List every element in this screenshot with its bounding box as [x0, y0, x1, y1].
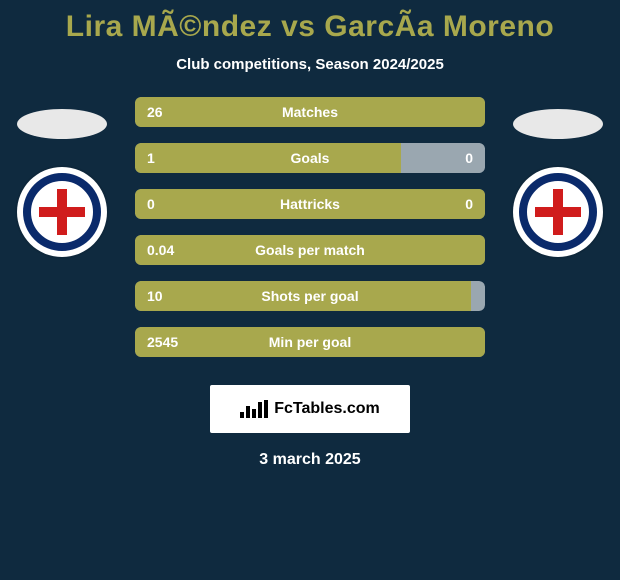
badge-cross-h — [39, 207, 85, 217]
stat-value-left: 0.04 — [135, 235, 186, 265]
stat-fill-left — [135, 143, 401, 173]
stat-fill-left — [135, 189, 485, 219]
stat-row: 10Shots per goal — [135, 281, 485, 311]
stat-value-right: 0 — [453, 189, 485, 219]
badge-cross-h — [535, 207, 581, 217]
stat-row: 26Matches — [135, 97, 485, 127]
comparison-panel: 26Matches10Goals00Hattricks0.04Goals per… — [0, 97, 620, 357]
source-logo: FcTables.com — [210, 385, 410, 433]
stat-value-left: 0 — [135, 189, 167, 219]
stat-value-left: 2545 — [135, 327, 190, 357]
page-subtitle: Club competitions, Season 2024/2025 — [0, 56, 620, 73]
left-club-badge — [17, 167, 107, 257]
right-player-column — [503, 97, 613, 257]
stat-value-left: 26 — [135, 97, 175, 127]
stat-row: 0.04Goals per match — [135, 235, 485, 265]
page-title: Lira MÃ©ndez vs GarcÃ­a Moreno — [0, 0, 620, 44]
source-logo-text: FcTables.com — [274, 400, 380, 418]
footer-date: 3 march 2025 — [0, 451, 620, 469]
stat-fill-left — [135, 97, 485, 127]
stat-value-right: 0 — [453, 143, 485, 173]
stat-row: 00Hattricks — [135, 189, 485, 219]
right-club-badge — [513, 167, 603, 257]
left-player-column — [7, 97, 117, 257]
stat-value-left: 1 — [135, 143, 167, 173]
stat-row: 10Goals — [135, 143, 485, 173]
chart-icon — [240, 400, 268, 418]
stat-value-left: 10 — [135, 281, 175, 311]
stat-bars: 26Matches10Goals00Hattricks0.04Goals per… — [135, 97, 485, 357]
right-player-photo — [513, 109, 603, 139]
stat-fill-left — [135, 281, 471, 311]
stat-row: 2545Min per goal — [135, 327, 485, 357]
stat-fill-left — [135, 235, 485, 265]
left-player-photo — [17, 109, 107, 139]
